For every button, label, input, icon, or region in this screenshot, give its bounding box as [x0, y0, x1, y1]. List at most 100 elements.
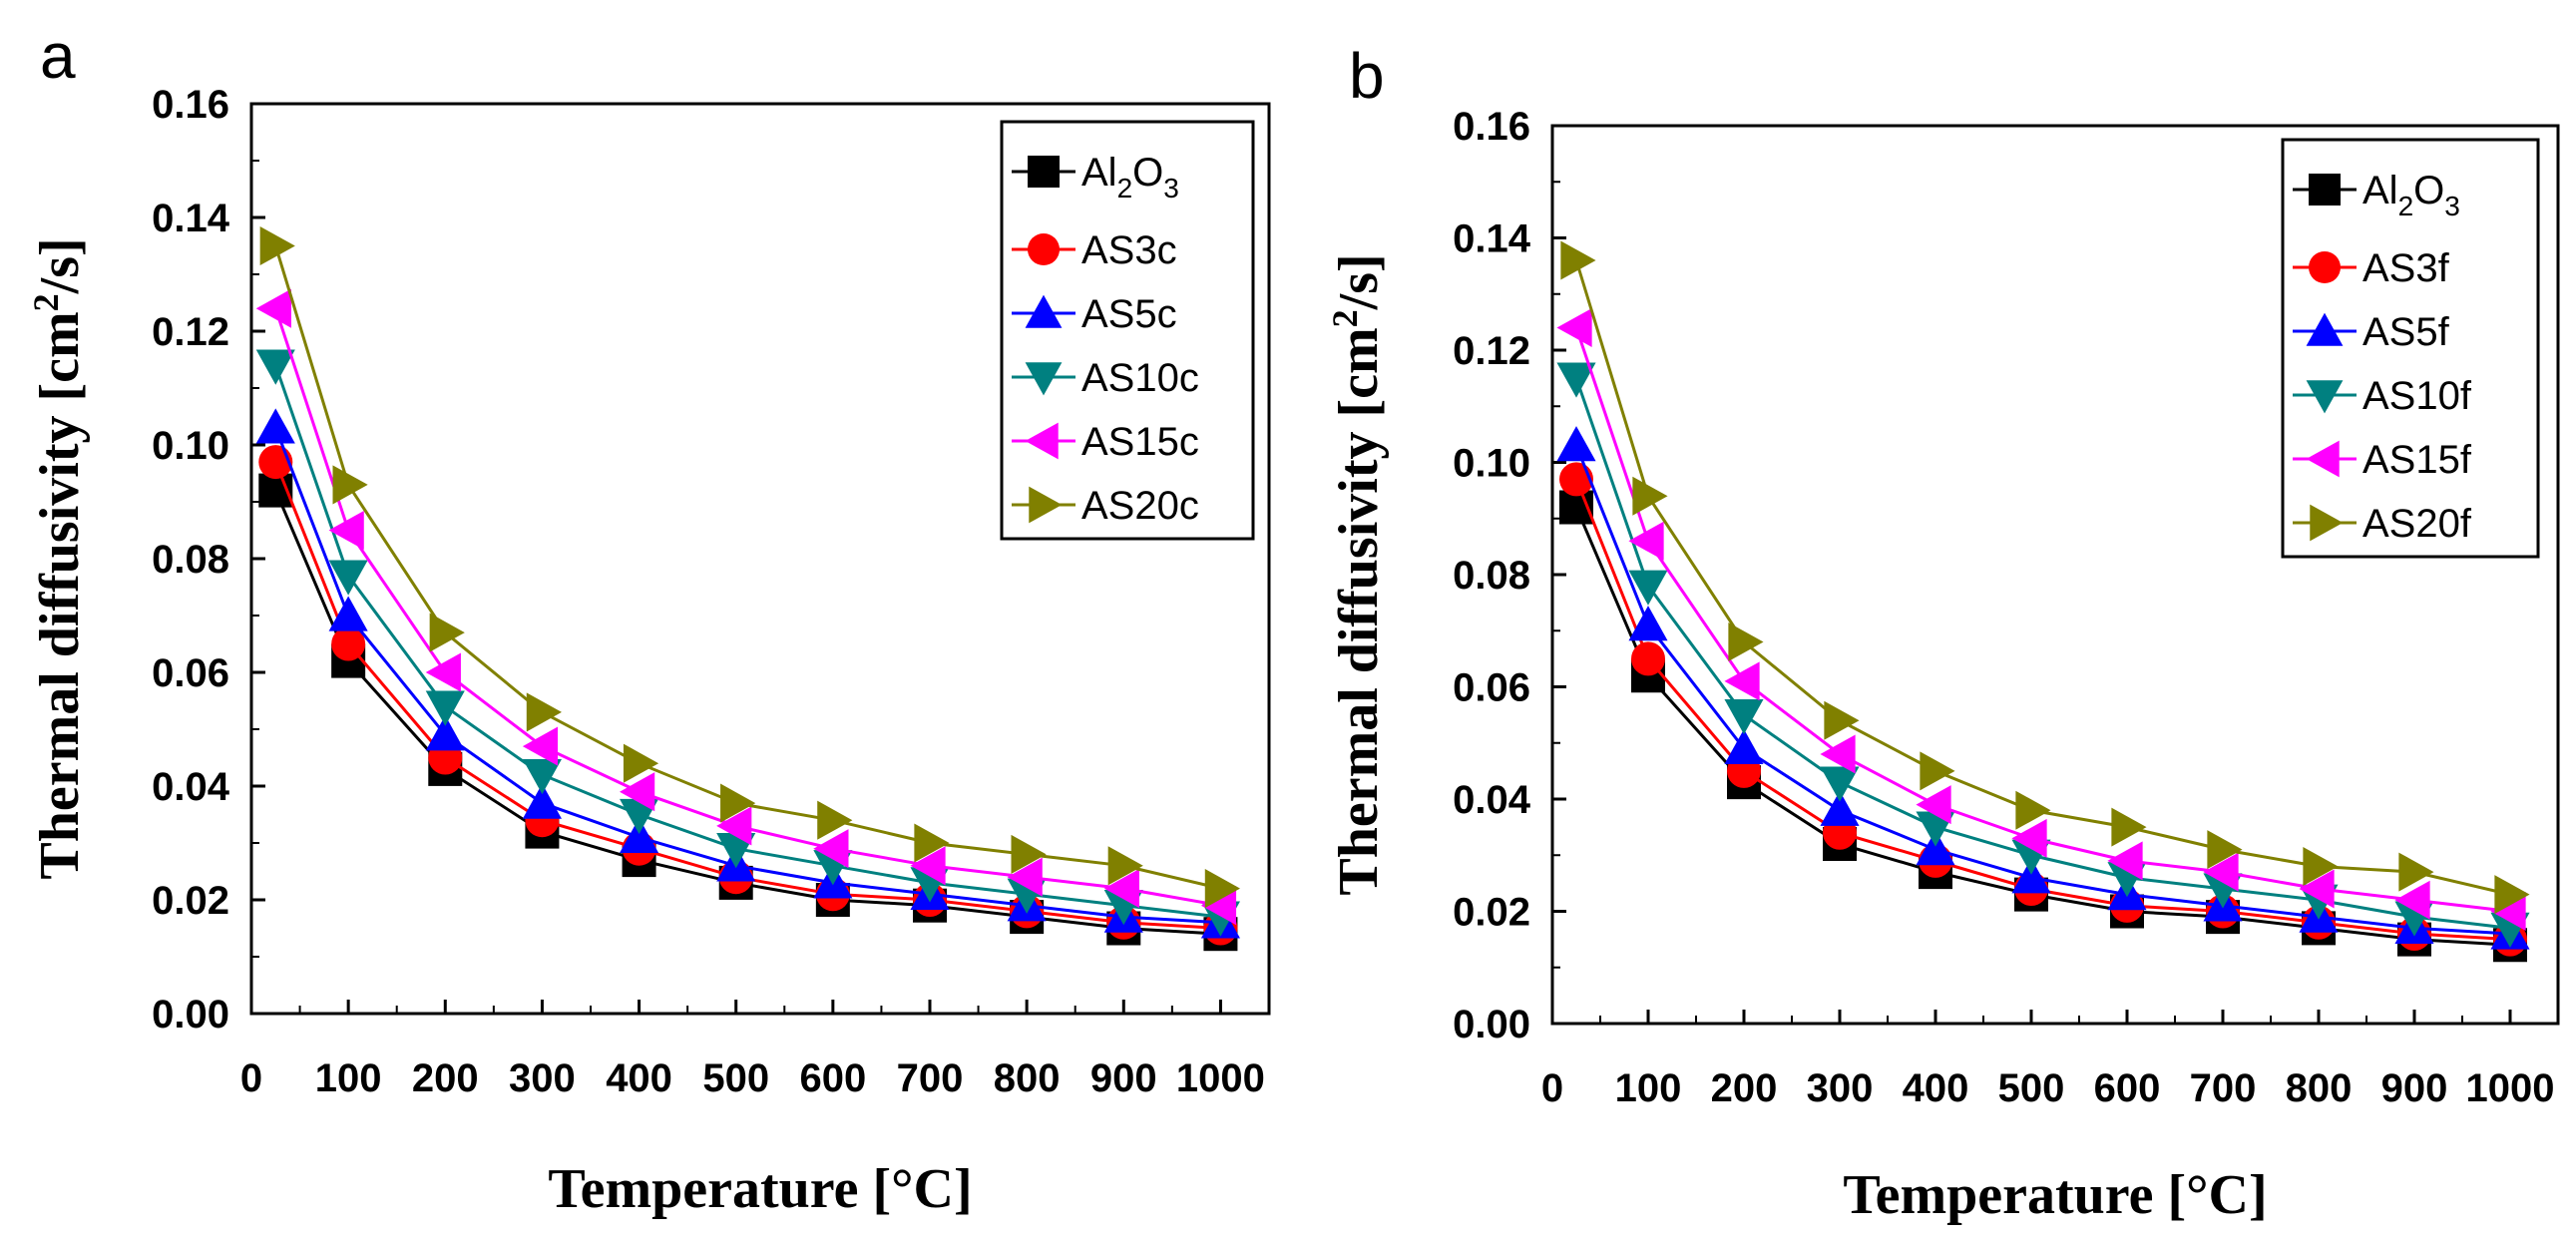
data-point: [255, 349, 295, 385]
legend-label: AS15c: [1081, 420, 1199, 464]
data-point: [425, 652, 461, 692]
x-tick-label: 900: [1090, 1056, 1157, 1100]
data-point: [1632, 476, 1668, 516]
legend-marker: [2306, 440, 2340, 478]
legend-marker: [2306, 380, 2344, 414]
series-AS20c: [259, 225, 1240, 909]
data-point: [817, 800, 853, 840]
legend-label: AS10f: [2362, 374, 2472, 418]
data-point: [1556, 362, 1596, 398]
data-point: [1916, 830, 1955, 866]
legend-label-part: O: [1132, 151, 1163, 195]
data-point: [1916, 785, 1951, 825]
data-point: [332, 465, 368, 505]
legend-item: AS10f: [2293, 374, 2472, 418]
x-tick-label: 1000: [2466, 1066, 2555, 1110]
legend-label: AS10c: [1081, 356, 1199, 400]
data-point: [2494, 875, 2530, 915]
legend-label: Al2O3: [1081, 151, 1179, 204]
y-tick-label: 0.04: [1453, 778, 1531, 822]
data-point: [1560, 240, 1596, 280]
legend-item: AS15f: [2293, 438, 2472, 482]
data-point: [1724, 728, 1764, 765]
legend-label-subscript: 3: [2444, 191, 2460, 221]
legend-marker: [2309, 251, 2341, 283]
data-point: [1200, 886, 1237, 926]
chart-panel-b: b 0.00 0.02 0.04 0.06 0.08 0.10 0.12 0.14 0.16 0 10…: [1325, 40, 2560, 1226]
legend-label: AS20c: [1081, 484, 1199, 528]
legend-marker: [1028, 233, 1060, 265]
y-axis-title-main: Thermal diffusivity [cm: [29, 311, 91, 879]
data-point: [255, 408, 295, 444]
data-point: [331, 626, 366, 661]
legend-marker: [2306, 312, 2344, 346]
x-tick-label: 300: [509, 1056, 576, 1100]
data-point: [1007, 857, 1043, 897]
legend-marker: [1025, 422, 1059, 460]
legend-label: AS3c: [1081, 228, 1177, 272]
legend-label-subscript: 2: [1117, 173, 1133, 204]
data-point: [522, 783, 562, 819]
legend-item: AS3f: [2293, 246, 2450, 290]
data-point: [1556, 426, 1596, 462]
y-tick-label: 0.14: [1453, 217, 1531, 261]
legend-label: AS5c: [1081, 292, 1177, 336]
data-point: [425, 715, 465, 751]
x-tick-label: 800: [2286, 1066, 2353, 1110]
y-tick-label: 0.00: [1453, 1003, 1530, 1046]
x-tick-label: 900: [2381, 1066, 2448, 1110]
legend-label-part: Al: [1081, 151, 1117, 195]
data-point: [813, 829, 849, 869]
data-point: [716, 806, 752, 846]
x-tick-label: 400: [606, 1056, 672, 1100]
y-axis-title-superscript: 2: [26, 293, 66, 311]
data-point: [914, 823, 950, 863]
data-point: [425, 690, 465, 726]
y-tick-label: 0.14: [152, 197, 230, 240]
x-tick-label: 500: [702, 1056, 769, 1100]
data-point: [522, 758, 562, 795]
legend-item: AS15c: [1012, 420, 1199, 464]
data-point: [1556, 307, 1592, 348]
data-point: [620, 772, 655, 812]
x-tick-label: 0: [240, 1056, 262, 1100]
data-point: [2398, 852, 2434, 892]
data-point: [2299, 869, 2335, 909]
data-point: [259, 225, 295, 266]
data-point: [328, 560, 368, 596]
legend-marker: [1029, 486, 1063, 524]
data-point: [1820, 734, 1856, 774]
x-tick-label: 600: [2094, 1066, 2161, 1110]
x-tick-label: 200: [412, 1056, 479, 1100]
legend-marker: [1025, 294, 1063, 328]
y-axis-title-tail: /s]: [1328, 253, 1390, 310]
y-axis-title-superscript: 2: [1325, 309, 1365, 327]
x-tick-label: 100: [1615, 1066, 1682, 1110]
data-point: [328, 596, 368, 631]
y-tick-label: 0.02: [1453, 891, 1530, 935]
x-tick-label: 400: [1903, 1066, 1969, 1110]
x-tick-label: 0: [1541, 1066, 1563, 1110]
data-point: [2107, 841, 2143, 881]
legend-label: AS20f: [2362, 502, 2472, 546]
data-point: [429, 613, 465, 652]
x-tick-label: 300: [1807, 1066, 1874, 1110]
y-axis-title: Thermal diffusivity [cm2/s]: [1325, 253, 1390, 895]
data-point: [255, 288, 291, 328]
x-axis-title: Temperature [°C]: [1843, 1164, 2267, 1226]
legend-item: AS5f: [2293, 310, 2450, 354]
y-tick-label: 0.04: [152, 765, 230, 809]
legend-marker: [1028, 156, 1060, 188]
data-point: [522, 726, 559, 766]
y-tick-label: 0.02: [152, 879, 229, 923]
data-point: [2015, 790, 2051, 830]
legend-box: [2281, 138, 2540, 559]
panel-label: b: [1349, 40, 1385, 112]
legend-label: Al2O3: [2362, 169, 2460, 221]
legend-label-part: O: [2413, 169, 2444, 212]
legend-marker: [1025, 362, 1063, 396]
data-point: [1820, 790, 1860, 826]
y-tick-label: 0.16: [152, 83, 229, 127]
legend-item: AS20c: [1012, 484, 1199, 528]
legend-label-subscript: 3: [1163, 173, 1179, 204]
